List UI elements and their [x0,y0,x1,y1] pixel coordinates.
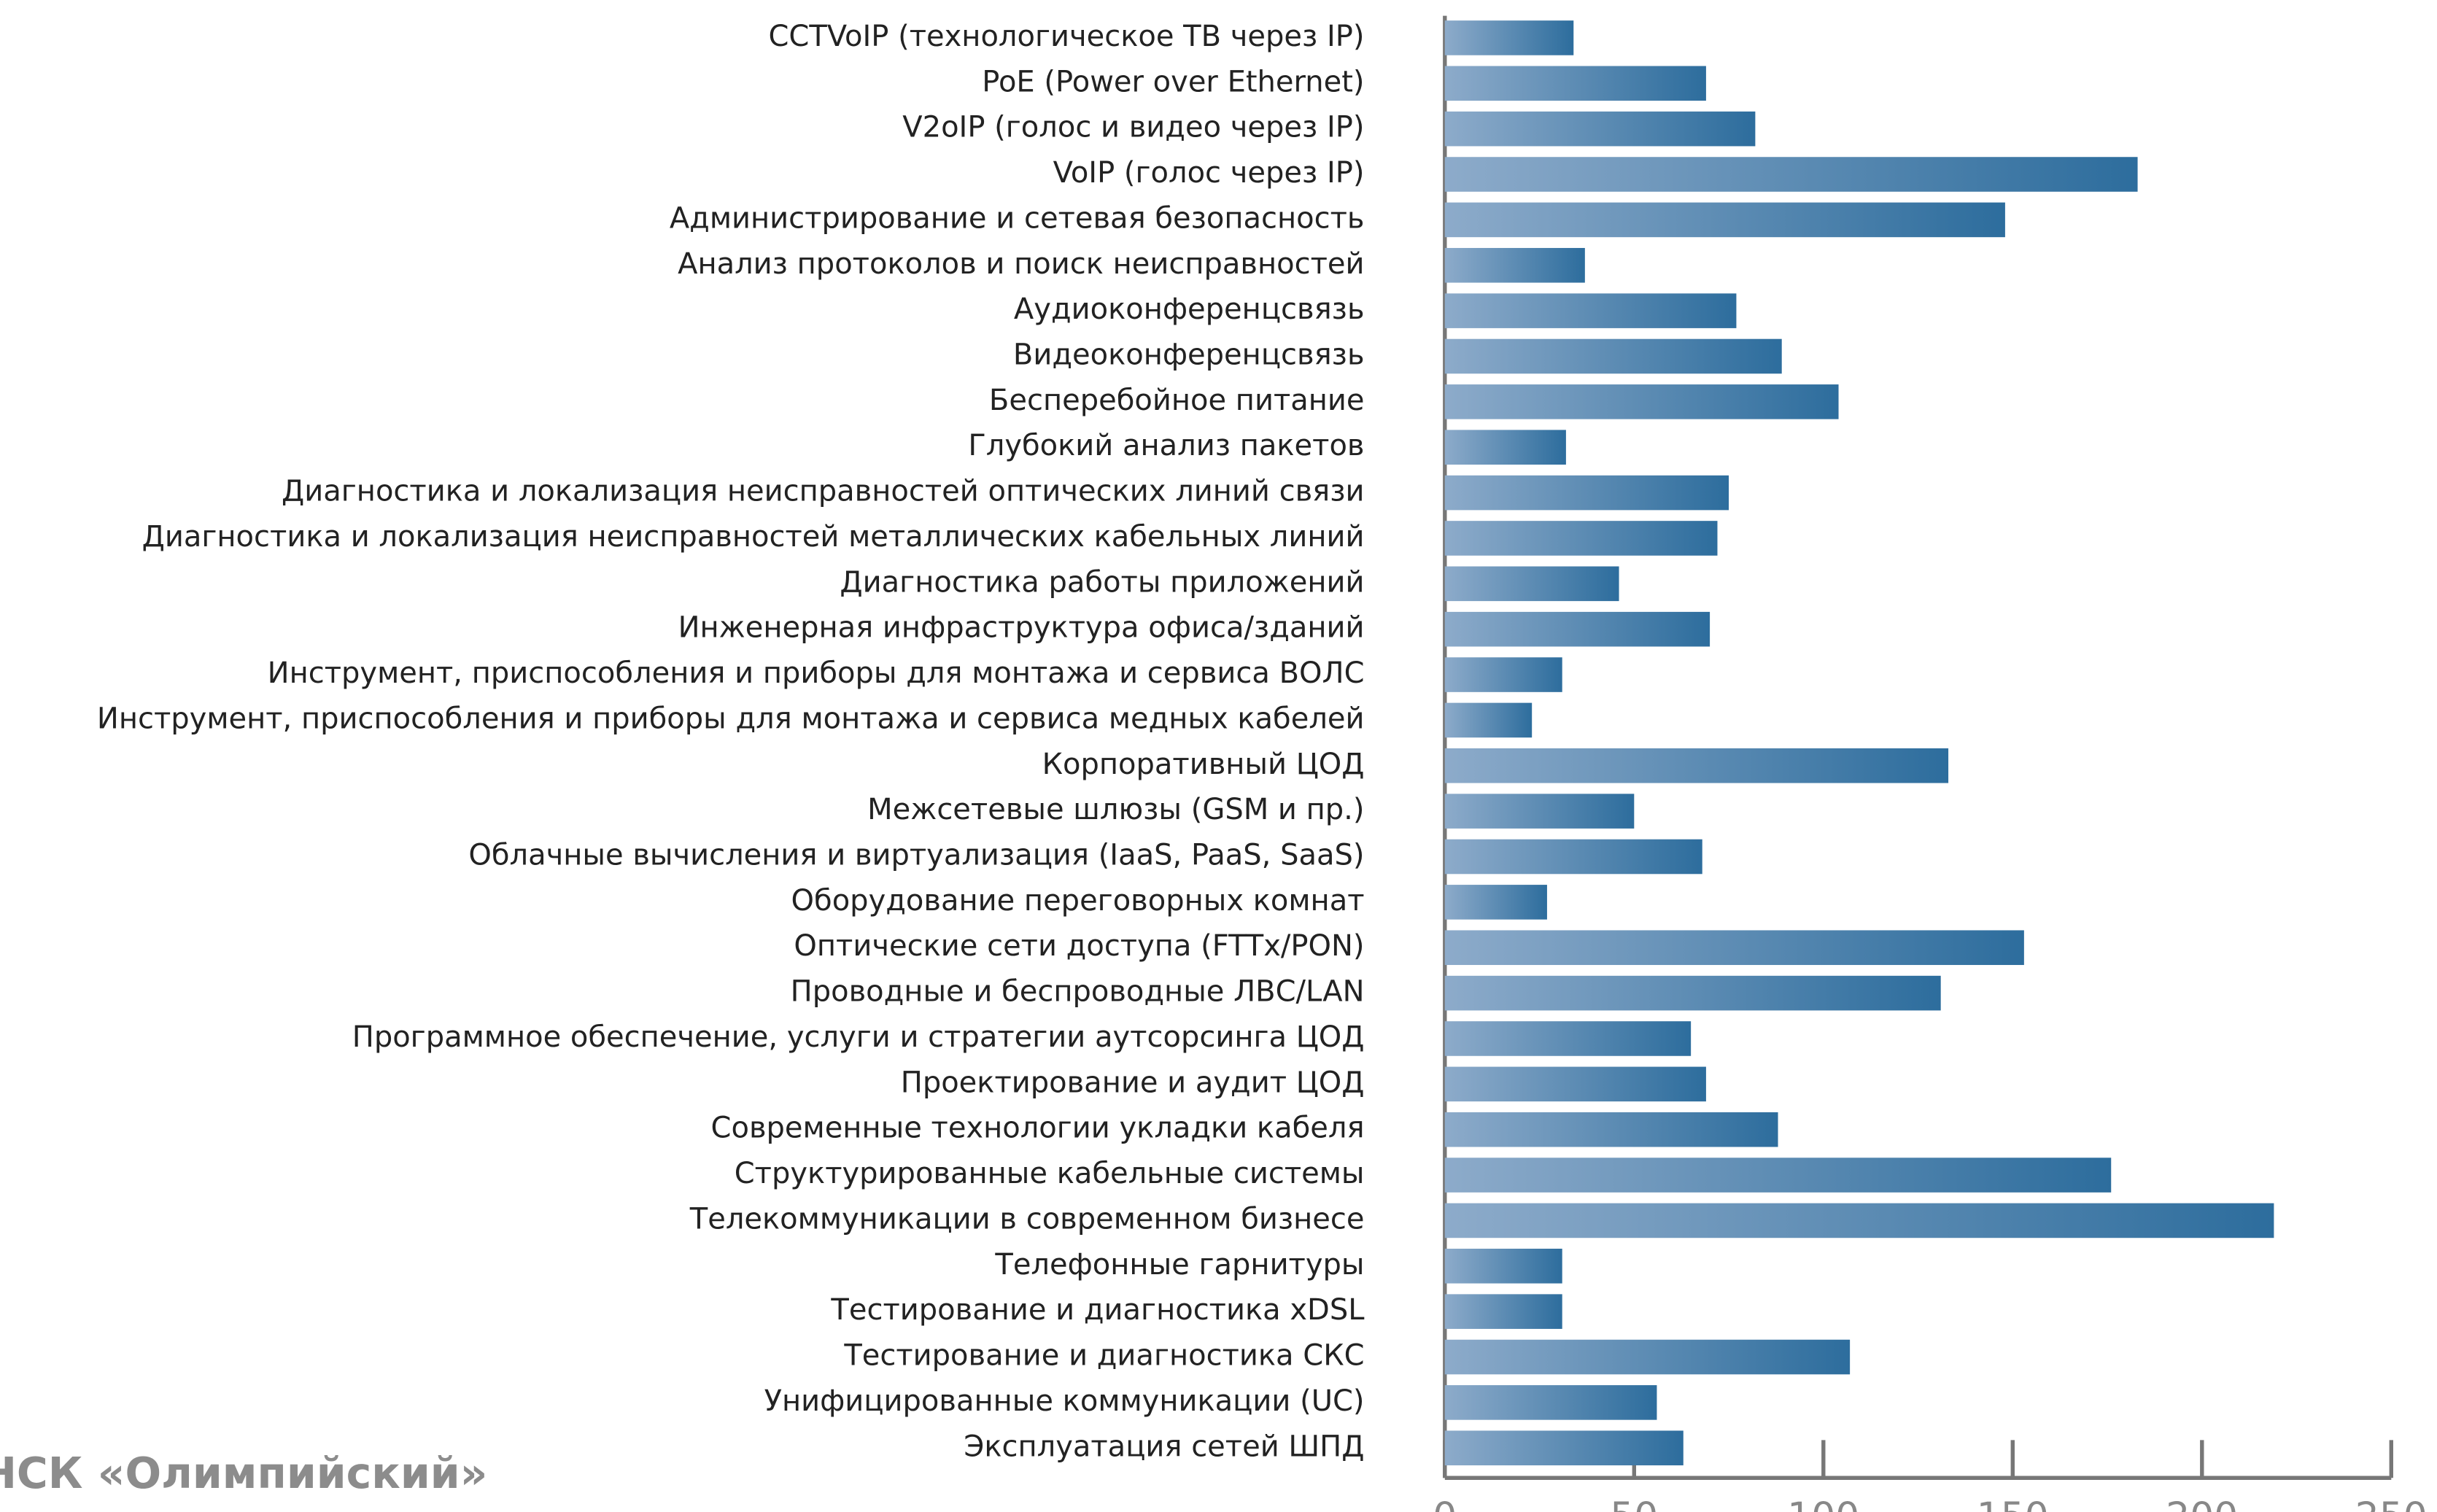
category-label: Телефонные гарнитуры [994,1248,1364,1282]
category-label: Облачные вычисления и виртуализация (Iaa… [468,839,1364,872]
bar [1444,157,2138,192]
bar [1444,293,1737,328]
category-label: Диагностика и локализация неисправностей… [282,475,1364,508]
bar [1444,794,1635,829]
category-label: Корпоративный ЦОД [1042,748,1365,781]
bar [1444,1249,1562,1284]
category-label: Программное обеспечение, услуги и страте… [352,1020,1365,1054]
bar [1444,1339,1851,1375]
bar [1444,475,1729,511]
category-label: Анализ протоколов и поиск неисправностей [678,247,1364,281]
category-label: Глубокий анализ пакетов [968,429,1364,462]
bar [1444,521,1718,556]
bar [1444,384,1839,419]
bar [1444,20,1574,55]
x-tick-label: 100 [1787,1494,1859,1512]
bar [1444,430,1566,465]
category-label: Тестирование и диагностика СКС [843,1339,1364,1373]
bar [1444,1385,1657,1420]
category-label: Оптические сети доступа (FTTx/PON) [794,929,1364,963]
category-label: Структурированные кабельные системы [735,1157,1365,1190]
bar [1444,748,1949,783]
bar [1444,702,1533,738]
category-label: Видеоконференцсвязь [1013,338,1365,371]
bar [1444,657,1562,692]
x-tick-label: 250 [2355,1494,2428,1512]
x-tick-label: 150 [1977,1494,2049,1512]
bar [1444,247,1585,283]
category-label: Инструмент, приспособления и приборы для… [268,656,1365,690]
category-label: Инженерная инфраструктура офиса/зданий [678,611,1365,645]
bar [1444,1203,2274,1238]
category-label: Межсетевые шлюзы (GSM и пр.) [867,793,1364,826]
category-label: Эксплуатация сетей ШПД [964,1430,1364,1463]
category-label: Диагностика работы приложений [840,565,1364,599]
bar [1444,930,2024,966]
x-tick-label: 200 [2166,1494,2238,1512]
x-tick-label: 0 [1433,1494,1457,1512]
category-label: PoE (Power over Ethernet) [982,65,1364,98]
category-label: Администрирование и сетевая безопасность [670,201,1365,235]
category-label: Аудиоконференцсвязь [1014,292,1365,326]
bar [1444,566,1619,602]
bar [1444,1158,2112,1193]
category-label: Диагностика и локализация неисправностей… [142,520,1365,554]
bar [1444,611,1710,647]
x-tick-label: 50 [1610,1494,1658,1512]
category-label: Тестирование и диагностика xDSL [830,1293,1365,1327]
bar [1444,111,1756,147]
bar [1444,839,1702,875]
bar [1444,1294,1562,1329]
bar [1444,885,1547,920]
bar [1444,1430,1684,1466]
category-label: Проводные и беспроводные ЛВС/LAN [791,975,1365,1009]
bar [1444,975,1941,1011]
category-label: Современные технологии укладки кабеля [711,1112,1365,1145]
category-label: Унифицированные коммуникации (UC) [764,1384,1365,1418]
category-label: Инструмент, приспособления и приборы для… [97,702,1365,735]
category-label: Бесперебойное питание [989,384,1365,417]
category-label: CCTVoIP (технологическое ТВ через IP) [768,20,1364,53]
category-label: VoIP (голос через IP) [1053,156,1365,190]
category-label: Телекоммуникации в современном бизнесе [689,1202,1365,1236]
bar [1444,1066,1706,1102]
bar [1444,1112,1778,1147]
bar [1444,202,2005,238]
bar [1444,338,1782,374]
bar [1444,1021,1692,1056]
category-label: Проектирование и аудит ЦОД [901,1066,1365,1099]
category-label: V2oIP (голос и видео через IP) [902,111,1364,144]
watermark: НСК «Олимпийский» [0,1449,487,1498]
bar [1444,66,1706,101]
category-label: Оборудование переговорных комнат [791,884,1365,918]
